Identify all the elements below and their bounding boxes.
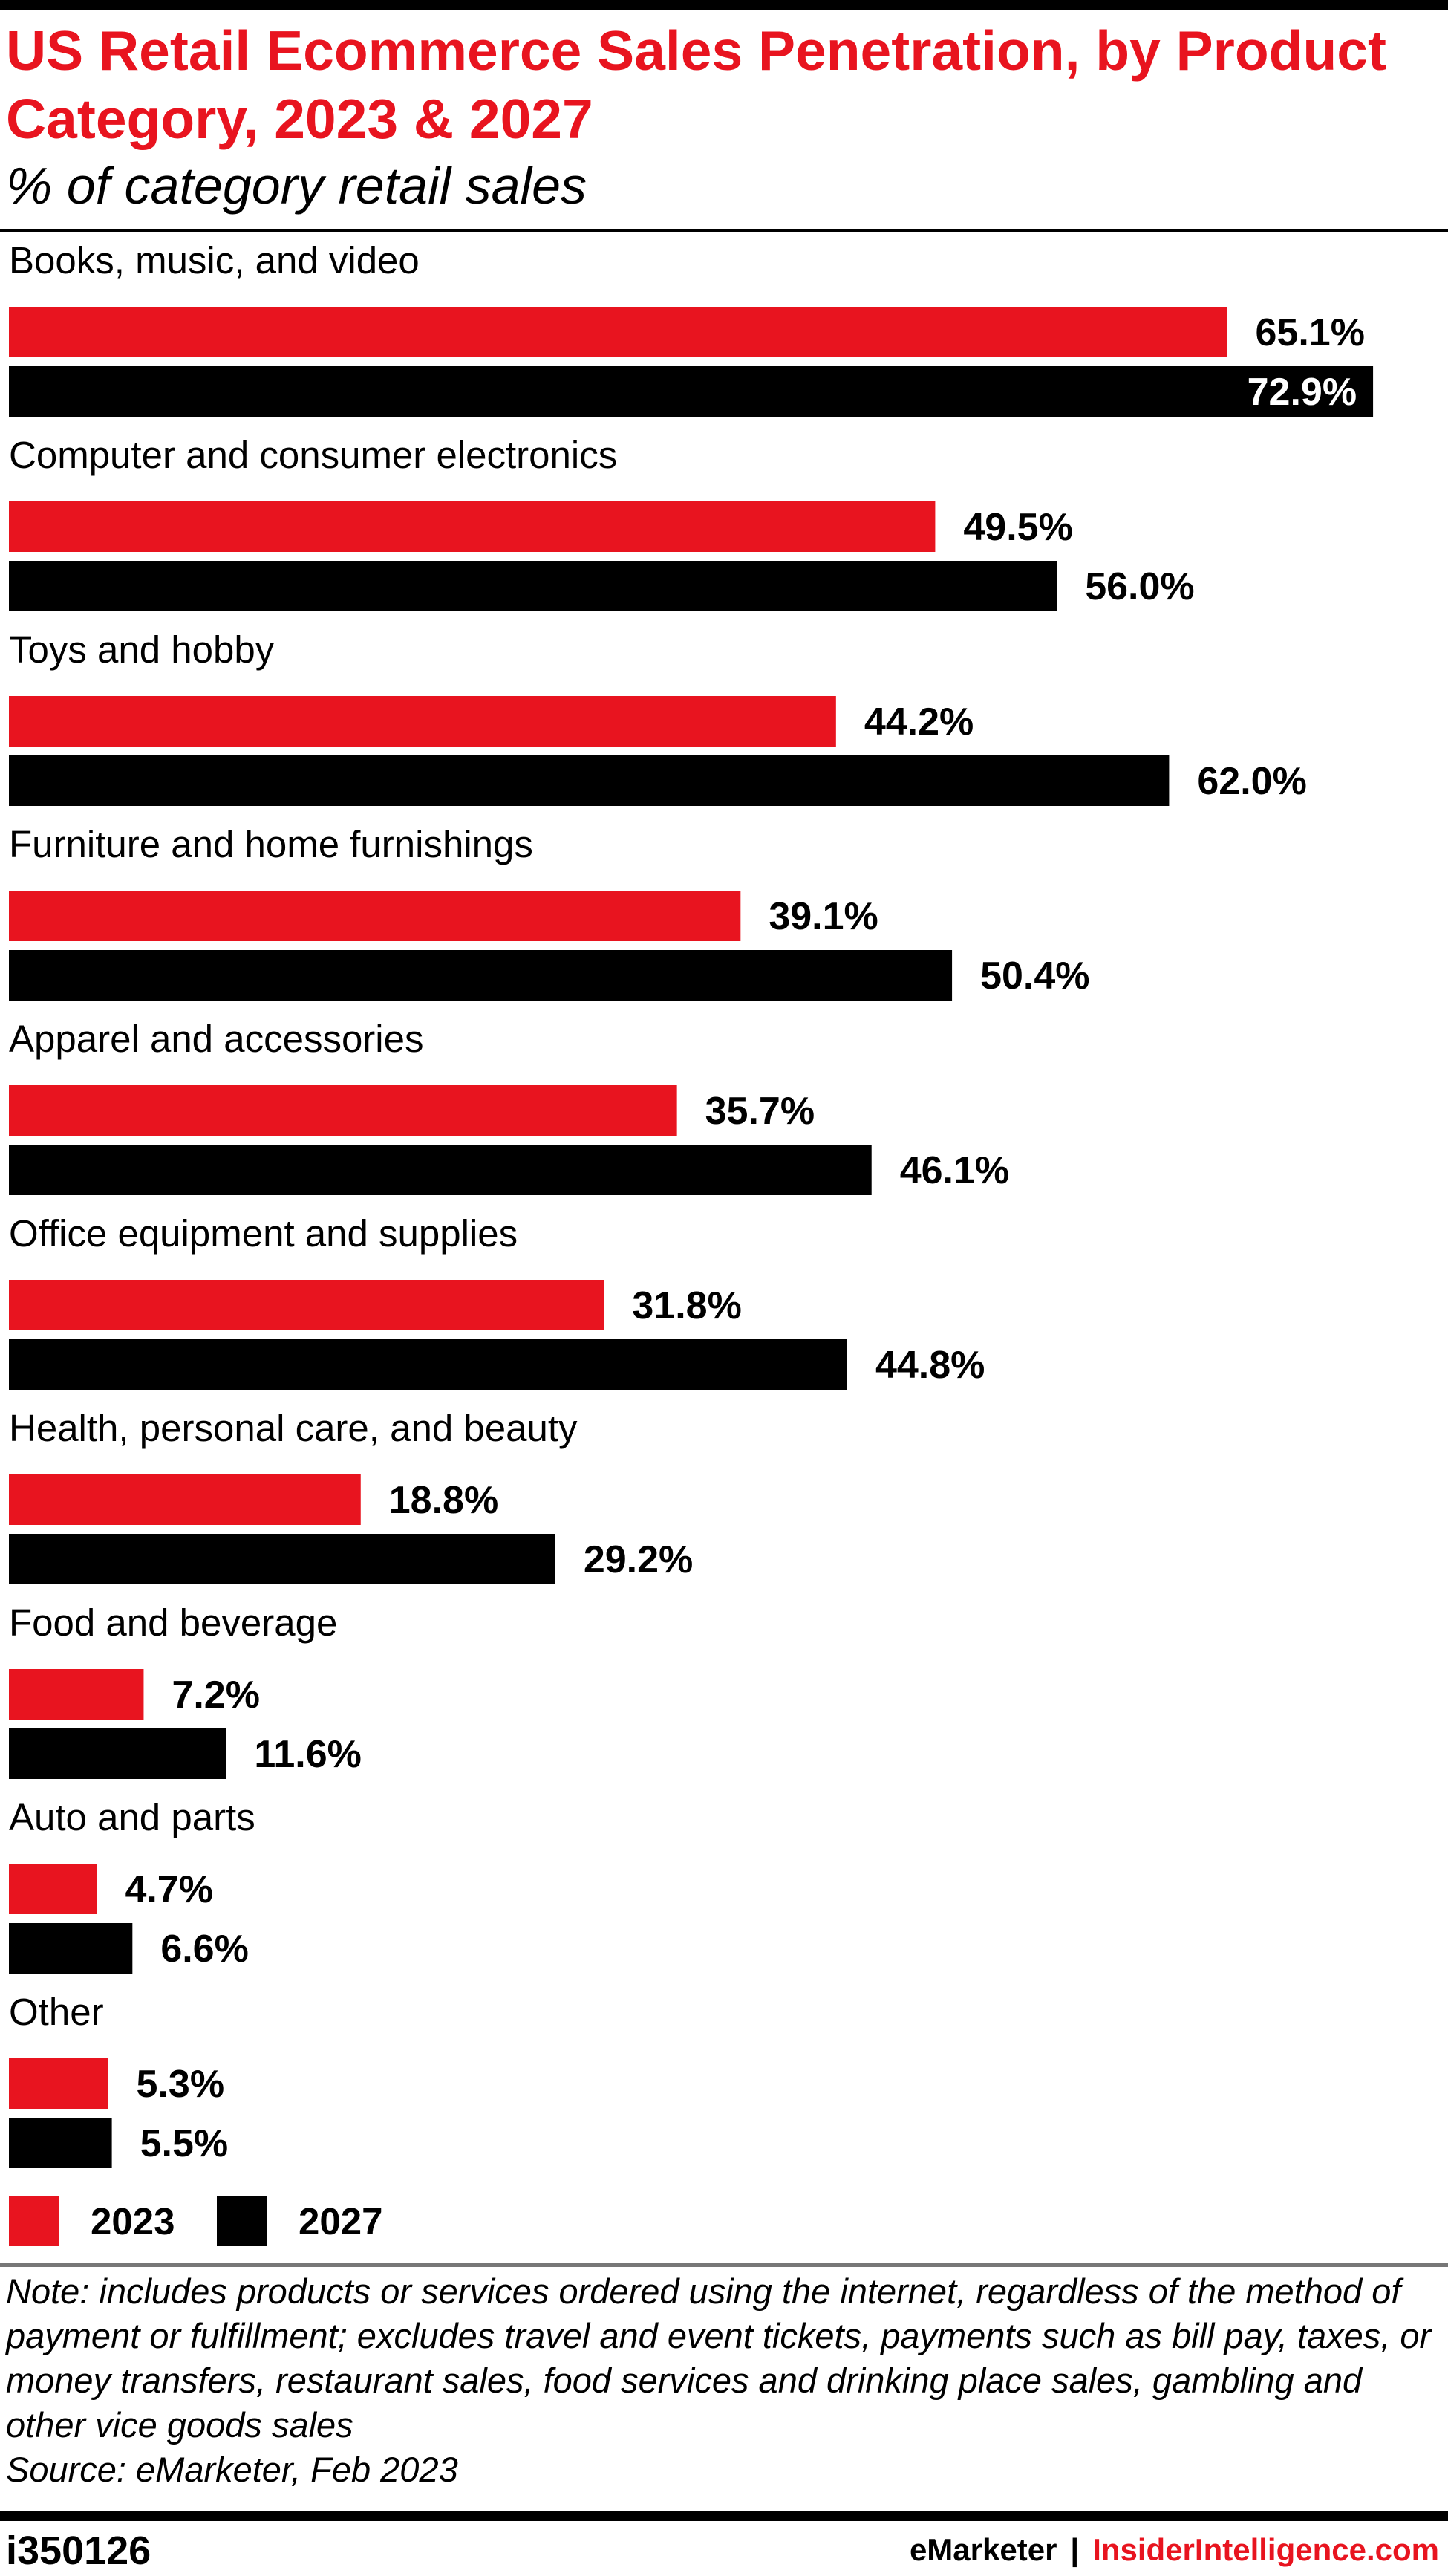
value-label-2027: 5.5% (140, 2122, 229, 2165)
bar-2027 (9, 2118, 112, 2168)
category-label: Furniture and home furnishings (9, 823, 533, 865)
category-label: Computer and consumer electronics (9, 434, 617, 476)
category-group: Office equipment and supplies 31.8% 44.8% (9, 1212, 985, 1390)
chart-subtitle: % of category retail sales (6, 157, 587, 215)
legend: 2023 2027 (9, 2196, 382, 2246)
note-text: Note: includes products or services orde… (6, 2271, 1432, 2445)
note-divider (0, 2263, 1448, 2267)
value-label-2027: 44.8% (875, 1344, 985, 1387)
bar-2023 (9, 696, 836, 747)
category-group: Health, personal care, and beauty 18.8% 29… (9, 1407, 693, 1584)
bar-chart: Books, music, and video 65.1% 72.9% Compute… (9, 239, 1374, 2246)
value-label-2027: 62.0% (1197, 760, 1306, 803)
category-group: Furniture and home furnishings 39.1% 50.4% (9, 823, 1090, 1001)
bar-2023 (9, 1085, 677, 1136)
bottom-rule (0, 2511, 1448, 2521)
category-group: Auto and parts 4.7% 6.6% (9, 1796, 255, 1974)
footer-brand: eMarketer | InsiderIntelligence.com (910, 2531, 1439, 2569)
value-label-2027: 50.4% (980, 954, 1089, 998)
value-label-2023: 44.2% (864, 700, 974, 744)
value-label-2023: 7.2% (172, 1674, 260, 1717)
value-label-2023: 31.8% (632, 1284, 741, 1327)
bar-2023 (9, 1280, 604, 1330)
value-label-2023: 35.7% (705, 1090, 815, 1133)
value-label-2023: 39.1% (769, 895, 878, 938)
value-label-2027: 72.9% (1248, 371, 1357, 414)
category-label: Auto and parts (9, 1796, 255, 1838)
value-label-2027: 56.0% (1085, 565, 1194, 608)
bar-2027 (9, 366, 1374, 417)
category-group: Other 5.3% 5.5% (9, 1991, 228, 2168)
brand-emarketer: eMarketer (909, 2532, 1057, 2567)
chart-note: Note: includes products or services orde… (6, 2269, 1432, 2492)
value-label-2027: 11.6% (254, 1733, 362, 1776)
top-rule (0, 0, 1448, 10)
bar-2023 (9, 2058, 108, 2109)
value-label-2023: 5.3% (137, 2063, 225, 2106)
chart-title: US Retail Ecommerce Sales Penetration, b… (6, 19, 1386, 150)
category-group: Food and beverage 7.2% 11.6% (9, 1601, 362, 1779)
value-label-2023: 65.1% (1256, 311, 1365, 354)
category-group: Toys and hobby 44.2% 62.0% (9, 628, 1307, 806)
category-group: Books, music, and video 65.1% 72.9% (9, 239, 1374, 417)
header-divider (0, 229, 1448, 232)
bar-2023 (9, 501, 936, 552)
value-label-2027: 6.6% (160, 1928, 249, 1971)
category-label: Apparel and accessories (9, 1018, 424, 1060)
bar-2023 (9, 891, 741, 941)
value-label-2023: 49.5% (963, 506, 1072, 549)
bar-2023 (9, 1474, 361, 1525)
value-label-2023: 4.7% (125, 1868, 213, 1911)
category-group: Computer and consumer electronics 49.5% 56… (9, 434, 1195, 611)
category-label: Health, personal care, and beauty (9, 1407, 578, 1449)
category-label: Office equipment and supplies (9, 1212, 518, 1255)
legend-swatch-2023 (9, 2196, 59, 2246)
bar-2023 (9, 307, 1227, 357)
legend-label-2023: 2023 (91, 2200, 175, 2242)
value-label-2023: 18.8% (389, 1479, 498, 1522)
bar-2027 (9, 1923, 133, 1974)
bar-2027 (9, 950, 953, 1001)
category-label: Books, music, and video (9, 239, 420, 282)
legend-swatch-2027 (217, 2196, 267, 2246)
value-label-2027: 46.1% (900, 1149, 1009, 1192)
category-group: Apparel and accessories 35.7% 46.1% (9, 1018, 1009, 1195)
source-text: Source: eMarketer, Feb 2023 (6, 2450, 458, 2489)
legend-label-2027: 2027 (299, 2200, 382, 2242)
category-label: Toys and hobby (9, 628, 275, 671)
bar-2027 (9, 1534, 555, 1584)
chart-id: i350126 (6, 2528, 151, 2573)
bar-2027 (9, 1145, 872, 1195)
brand-site-link[interactable]: InsiderIntelligence.com (1092, 2532, 1439, 2567)
brand-separator: | (1070, 2532, 1080, 2567)
value-label-2027: 29.2% (584, 1538, 693, 1581)
bar-2027 (9, 755, 1170, 806)
category-label: Food and beverage (9, 1601, 337, 1644)
bar-2027 (9, 1728, 226, 1779)
bar-2027 (9, 1339, 847, 1390)
bar-2027 (9, 561, 1057, 611)
bar-2023 (9, 1864, 97, 1914)
bar-2023 (9, 1669, 144, 1720)
category-label: Other (9, 1991, 104, 2033)
